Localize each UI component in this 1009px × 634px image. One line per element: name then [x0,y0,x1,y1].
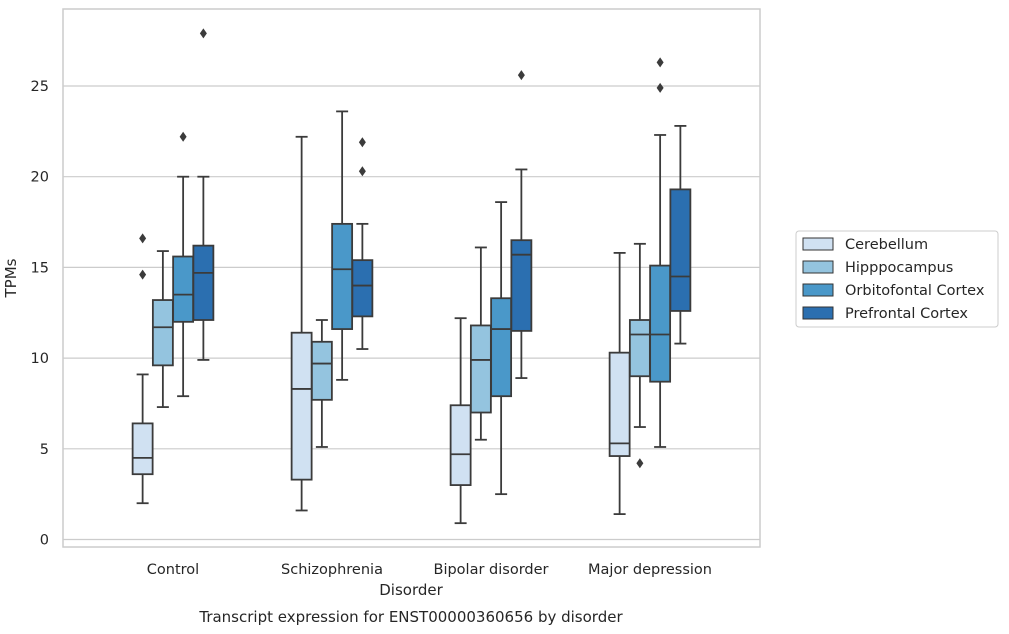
legend-label-orbitofrontal-cortex: Orbitofontal Cortex [845,283,985,299]
box-iqr [649,264,672,383]
legend-items: Cerebellum Hipppocampus Orbitofontal Cor… [802,237,985,322]
box-iqr [151,299,174,367]
outlier-point [636,458,644,469]
box-iqr [290,331,313,481]
box-orbitofontal-cortex-2 [490,201,513,496]
x-tick-label: Bipolar disorder [434,562,549,578]
box-prefrontal-cortex-2 [510,70,533,379]
box-iqr [469,324,492,414]
outlier-point [139,269,147,280]
box-hipppocampus-1 [310,319,333,448]
outlier-point [199,28,207,39]
outlier-point [139,233,147,244]
box-hipppocampus-0 [151,250,174,408]
box-prefrontal-cortex-1 [351,137,374,350]
x-axis-label: Disorder [379,581,443,599]
boxes-layer [131,28,692,525]
y-tick-label: 5 [40,442,49,458]
outlier-point [358,166,366,177]
legend-label-hippocampus: Hipppocampus [845,260,953,276]
box-iqr [351,259,374,318]
box-iqr [310,340,333,401]
legend: Cerebellum Hipppocampus Orbitofontal Cor… [795,230,999,328]
x-tick-label: Major depression [588,562,712,578]
box-hipppocampus-3 [628,242,651,469]
box-cerebellum-0 [131,233,154,505]
box-iqr [490,297,513,398]
box-orbitofontal-cortex-0 [172,131,195,398]
legend-label-cerebellum: Cerebellum [845,237,928,253]
plot-frame [62,8,761,548]
legend-swatch-prefrontal-cortex [802,306,834,320]
y-tick-label: 0 [40,533,49,549]
box-orbitofontal-cortex-1 [331,110,354,381]
legend-swatch-cerebellum [802,237,834,251]
box-iqr [192,244,215,321]
box-hipppocampus-2 [469,246,492,441]
y-axis-label: TPMs [2,258,20,298]
outlier-point [656,82,664,93]
outlier-point [656,57,664,68]
legend-swatch-orbitofrontal-cortex [802,283,834,297]
box-iqr [172,255,195,323]
box-iqr [510,239,533,332]
box-cerebellum-2 [449,317,472,525]
legend-swatch-hippocampus [802,260,834,274]
box-iqr [628,319,651,378]
y-tick-label: 15 [31,260,49,276]
outlier-point [358,137,366,148]
y-tick-label: 10 [31,351,49,367]
x-tick-label: Control [147,562,199,578]
box-iqr [669,188,692,312]
box-cerebellum-3 [608,251,631,516]
box-iqr [608,351,631,457]
outlier-point [179,131,187,142]
box-iqr [131,422,154,476]
box-cerebellum-1 [290,135,313,512]
legend-box [795,230,999,328]
box-iqr [331,222,354,330]
legend-label-prefrontal-cortex: Prefrontal Cortex [845,306,968,322]
outlier-point [517,70,525,81]
box-prefrontal-cortex-3 [669,125,692,345]
box-orbitofontal-cortex-3 [649,57,672,448]
y-tick-label: 25 [31,79,49,95]
y-tick-label: 20 [31,170,49,186]
x-tick-labels: Control Schizophrenia Bipolar disorder Majo… [147,562,712,578]
box-prefrontal-cortex-0 [192,28,215,361]
chart-title: Transcript expression for ENST0000036065… [198,608,623,626]
box-iqr [449,404,472,486]
x-tick-label: Schizophrenia [281,562,383,578]
y-tick-labels: 0 5 10 15 20 25 [31,79,49,549]
